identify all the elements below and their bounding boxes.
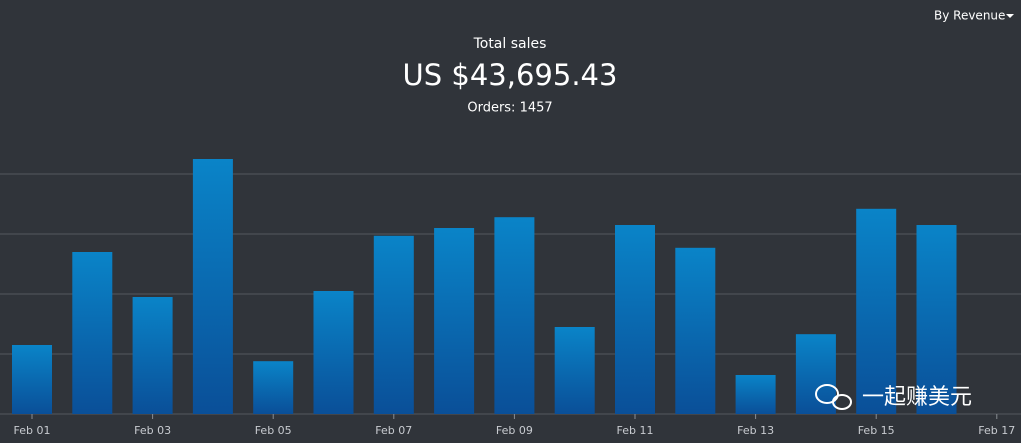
bar xyxy=(12,345,52,414)
x-tick-label: Feb 17 xyxy=(978,424,1015,437)
x-tick-label: Feb 01 xyxy=(14,424,51,437)
wechat-icon xyxy=(832,394,852,410)
x-tick-label: Feb 15 xyxy=(858,424,895,437)
watermark: 一起赚美元 xyxy=(815,384,972,410)
bar xyxy=(253,361,294,414)
bar xyxy=(615,225,655,414)
dropdown-label[interactable]: By Revenue xyxy=(934,9,1005,23)
bar xyxy=(132,297,173,414)
bar xyxy=(675,247,716,414)
wechat-icon xyxy=(815,384,839,404)
watermark-text: 一起赚美元 xyxy=(862,385,972,410)
total: US $43,695.43 xyxy=(403,58,618,92)
x-tick-label: Feb 13 xyxy=(737,424,774,437)
bar xyxy=(856,208,897,414)
bar xyxy=(554,327,595,414)
bar xyxy=(494,217,535,414)
bar xyxy=(313,291,354,414)
bar xyxy=(434,228,475,414)
bar xyxy=(735,375,776,414)
bar xyxy=(916,225,957,414)
dropdown-caret[interactable] xyxy=(1006,14,1014,18)
x-tick-label: Feb 05 xyxy=(255,424,292,437)
x-tick-label: Feb 09 xyxy=(496,424,533,437)
x-tick-label: Feb 03 xyxy=(134,424,171,437)
x-tick-label: Feb 11 xyxy=(617,424,654,437)
bar xyxy=(373,235,414,414)
bar xyxy=(192,159,233,414)
x-tick-label: Feb 07 xyxy=(375,424,412,437)
bar xyxy=(795,334,836,414)
orders: Orders: 1457 xyxy=(467,101,552,116)
bar xyxy=(72,252,113,414)
title: Total sales xyxy=(473,36,547,52)
revenue-dropdown[interactable]: By Revenue xyxy=(934,9,1014,23)
